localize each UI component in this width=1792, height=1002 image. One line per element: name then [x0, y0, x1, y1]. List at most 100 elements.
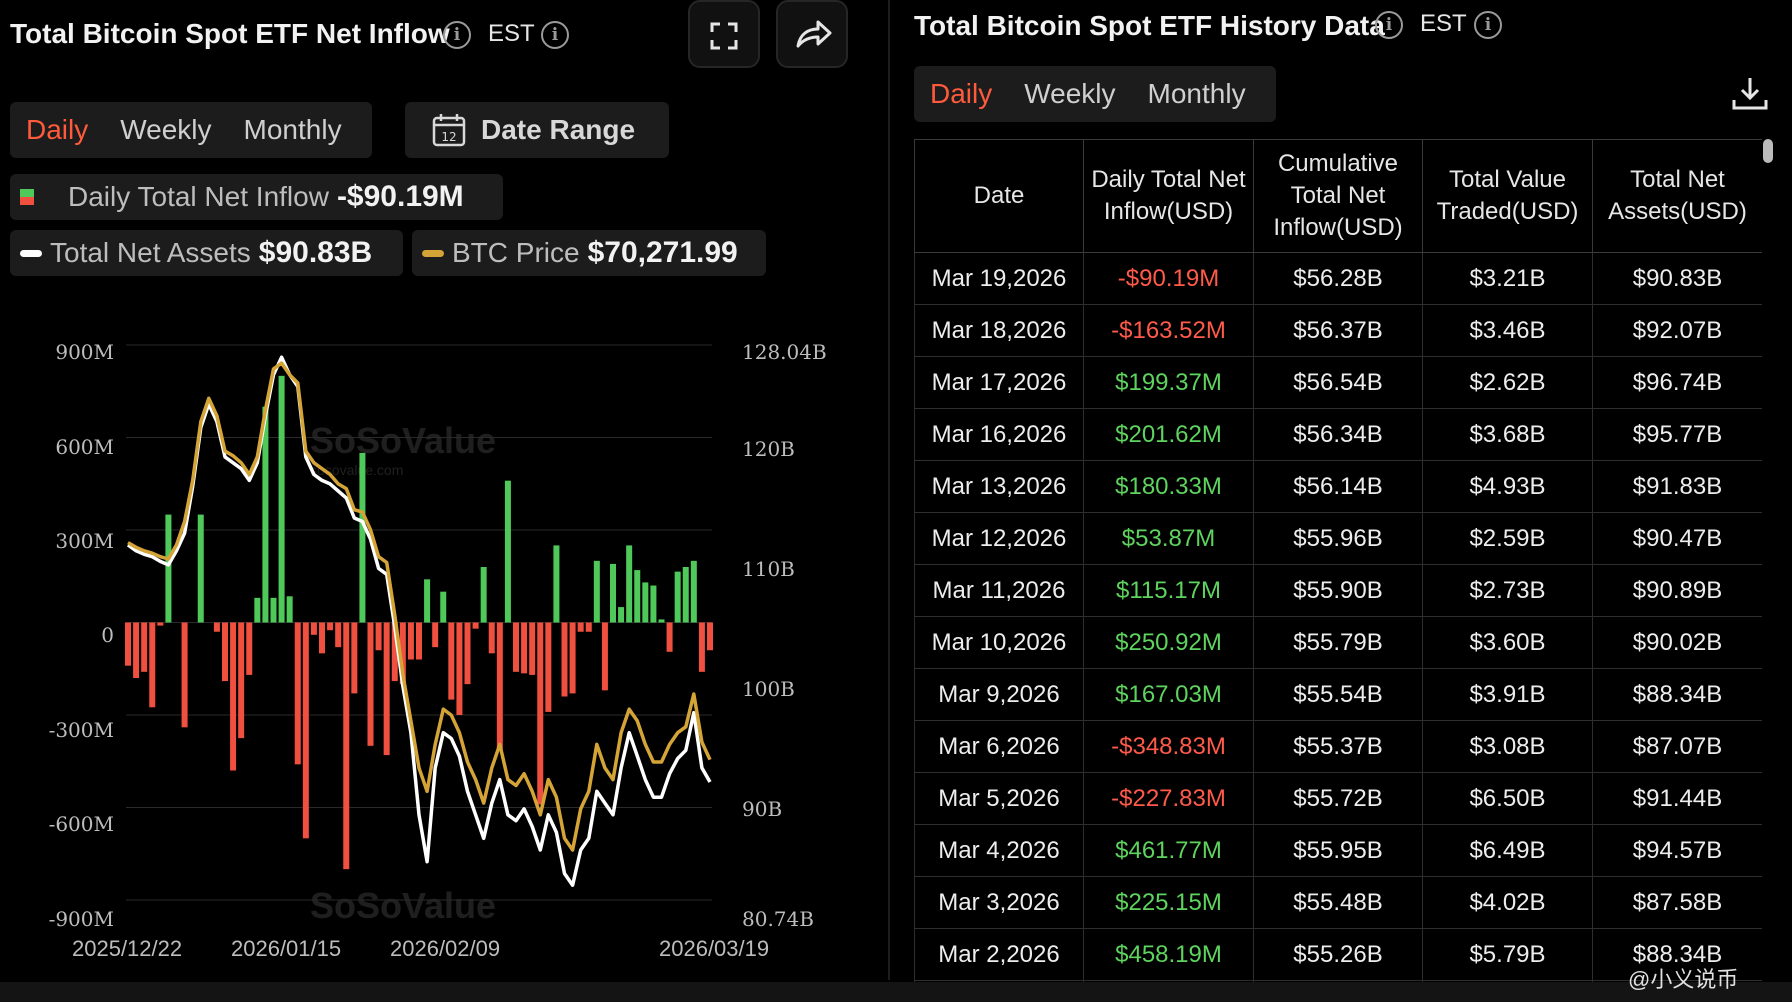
inflow-bar[interactable] — [383, 622, 390, 756]
inflow-bar[interactable] — [399, 622, 406, 685]
inflow-bar[interactable] — [561, 622, 568, 697]
history-info-icon[interactable]: i — [1375, 11, 1403, 39]
inflow-bar[interactable] — [456, 622, 463, 716]
col-header-daily-inflow[interactable]: Daily Total Net Inflow(USD) — [1083, 139, 1254, 253]
history-tab-weekly[interactable]: Weekly — [1024, 78, 1116, 109]
inflow-bar[interactable] — [327, 622, 334, 631]
inflow-bar[interactable] — [230, 622, 237, 771]
date-range-button[interactable]: 12 Date Range — [405, 102, 669, 158]
inflow-bar[interactable] — [416, 622, 422, 660]
inflow-bar[interactable] — [197, 514, 204, 623]
inflow-bar[interactable] — [545, 622, 552, 712]
inflow-bar[interactable] — [610, 563, 616, 623]
col-header-value-traded[interactable]: Total Value Traded(USD) — [1422, 139, 1593, 253]
inflow-bar[interactable] — [165, 514, 172, 623]
inflow-bar[interactable] — [690, 560, 697, 623]
inflow-bar[interactable] — [513, 622, 519, 672]
tab-daily[interactable]: Daily — [26, 114, 89, 145]
inflow-bar[interactable] — [618, 607, 625, 623]
history-timezone-info-icon[interactable]: i — [1474, 11, 1502, 39]
inflow-bar[interactable] — [294, 622, 301, 765]
inflow-bar[interactable] — [254, 597, 261, 623]
inflow-bar[interactable] — [666, 622, 673, 652]
inflow-info-icon[interactable]: i — [443, 21, 471, 49]
inflow-bar[interactable] — [593, 560, 600, 623]
inflow-bar[interactable] — [496, 622, 503, 749]
inflow-bar[interactable] — [480, 567, 487, 623]
inflow-timezone[interactable]: EST — [488, 20, 535, 47]
table-scrollbar[interactable] — [1763, 139, 1773, 163]
inflow-bar[interactable] — [319, 622, 325, 654]
download-icon[interactable] — [1730, 74, 1770, 114]
inflow-bar[interactable] — [553, 545, 560, 623]
inflow-bar[interactable] — [238, 622, 245, 739]
inflow-bar[interactable] — [521, 622, 528, 674]
tab-monthly[interactable]: Monthly — [243, 114, 342, 145]
inflow-bar[interactable] — [310, 622, 317, 635]
inflow-bar[interactable] — [246, 622, 253, 675]
history-table-container[interactable]: Date Daily Total Net Inflow(USD) Cumulat… — [914, 139, 1762, 984]
assets-line[interactable] — [126, 355, 712, 887]
inflow-bar[interactable] — [213, 622, 220, 632]
history-timezone[interactable]: EST — [1420, 10, 1467, 37]
inflow-bar[interactable] — [585, 622, 592, 632]
btc-price-line[interactable] — [127, 361, 712, 852]
inflow-bar[interactable] — [472, 622, 479, 629]
inflow-bar[interactable] — [464, 622, 471, 685]
inflow-bar[interactable] — [601, 622, 608, 691]
inflow-bar[interactable] — [626, 545, 633, 623]
history-tab-daily[interactable]: Daily — [930, 78, 993, 109]
inflow-bar[interactable] — [440, 591, 447, 623]
cell-daily-inflow: -$348.83M — [1083, 720, 1254, 773]
share-button[interactable] — [776, 0, 848, 68]
tab-weekly[interactable]: Weekly — [120, 114, 212, 145]
inflow-bar[interactable] — [537, 622, 544, 805]
inflow-bar[interactable] — [707, 622, 713, 651]
col-header-date[interactable]: Date — [914, 139, 1084, 253]
inflow-bar[interactable] — [278, 375, 285, 623]
timezone-info-icon[interactable]: i — [541, 21, 569, 49]
inflow-bar[interactable] — [569, 622, 576, 694]
inflow-bar[interactable] — [149, 622, 156, 708]
inflow-bar[interactable] — [650, 585, 657, 623]
inflow-bar[interactable] — [642, 582, 649, 623]
inflow-bar[interactable] — [504, 480, 511, 623]
inflow-bar[interactable] — [141, 622, 148, 672]
inflow-bar[interactable] — [359, 452, 366, 623]
inflow-bar[interactable] — [302, 622, 309, 839]
inflow-bar[interactable] — [432, 622, 439, 648]
inflow-bar[interactable] — [375, 622, 382, 651]
inflow-bar[interactable] — [682, 567, 689, 623]
inflow-bar[interactable] — [448, 622, 455, 700]
inflow-bar[interactable] — [125, 622, 131, 666]
inflow-bar[interactable] — [577, 622, 584, 632]
history-tab-monthly[interactable]: Monthly — [1147, 78, 1246, 109]
inflow-bar[interactable] — [133, 622, 140, 679]
cell-date: Mar 19,2026 — [914, 252, 1084, 305]
col-header-cumulative-inflow[interactable]: Cumulative Total Net Inflow(USD) — [1253, 139, 1423, 253]
inflow-bar[interactable] — [262, 406, 269, 623]
inflow-bar[interactable] — [343, 622, 350, 870]
inflow-bar[interactable] — [407, 622, 414, 660]
cell-date: Mar 12,2026 — [914, 512, 1084, 565]
inflow-bar[interactable] — [529, 622, 536, 675]
inflow-bar[interactable] — [367, 622, 374, 746]
inflow-bar[interactable] — [222, 622, 228, 682]
inflow-bar[interactable] — [270, 597, 277, 623]
inflow-bar[interactable] — [351, 622, 358, 694]
col-header-net-assets[interactable]: Total Net Assets(USD) — [1592, 139, 1762, 253]
fullscreen-button[interactable] — [688, 0, 760, 68]
inflow-bar[interactable] — [674, 571, 681, 623]
inflow-bar[interactable] — [335, 622, 342, 648]
inflow-bar[interactable] — [391, 622, 398, 682]
inflow-bar[interactable] — [488, 622, 495, 654]
inflow-bar[interactable] — [424, 579, 431, 623]
inflow-bar[interactable] — [658, 619, 665, 623]
inflow-bar[interactable] — [181, 622, 188, 728]
inflow-bar[interactable] — [286, 596, 293, 623]
inflow-bar[interactable] — [698, 622, 705, 672]
inflow-bar[interactable] — [157, 622, 164, 626]
y-tick: 900M — [55, 340, 114, 364]
inflow-bar[interactable] — [634, 570, 641, 623]
table-row: Mar 3,2026 $225.15M $55.48B $4.02B $87.58B — [914, 876, 1762, 929]
